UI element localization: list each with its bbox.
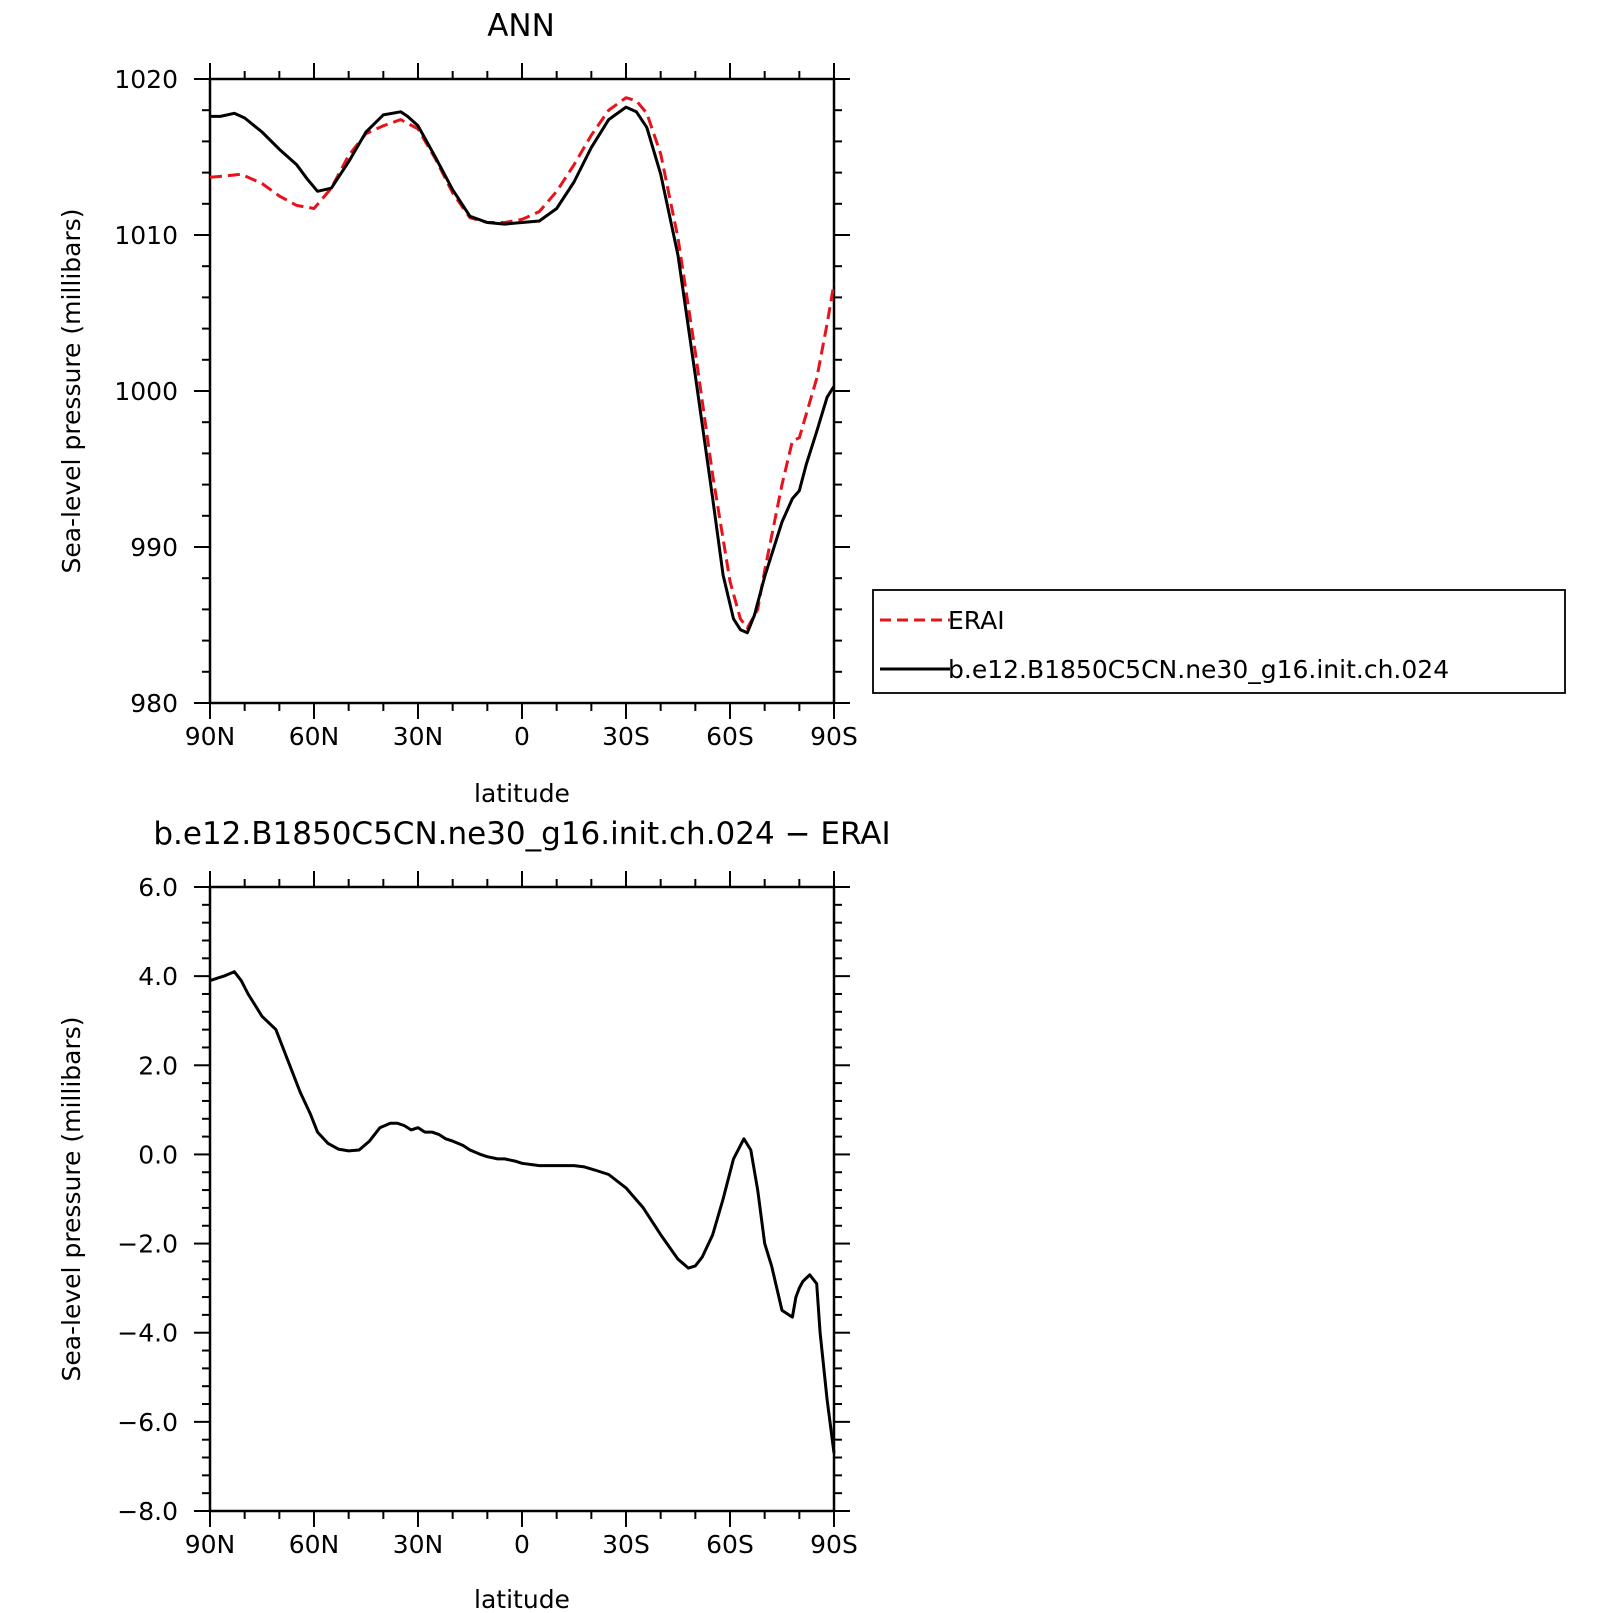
x-tick-label: 60N [289,722,340,751]
x-tick-label: 60N [289,1530,340,1559]
top-y-axis-label: Sea-level pressure (millibars) [57,208,86,573]
top-ticks [194,63,850,719]
legend-label-model: b.e12.B1850C5CN.ne30_g16.init.ch.024 [948,655,1449,684]
y-tick-label: −6.0 [117,1408,178,1437]
bottom-series-lines [209,970,836,1454]
bottom-panel: b.e12.B1850C5CN.ne30_g16.init.ch.024 − E… [57,816,891,1613]
x-tick-label: 60S [706,1530,754,1559]
series-line-difference [209,970,836,1454]
bottom-y-tick-labels: −8.0 −6.0 −4.0 −2.0 0.0 2.0 4.0 6.0 [117,873,178,1526]
y-tick-label: −2.0 [117,1230,178,1259]
bottom-ticks [194,871,850,1527]
top-x-tick-labels: 90N 60N 30N 0 30S 60S 90S [185,722,858,751]
x-tick-label: 30S [602,722,650,751]
x-tick-label: 30N [393,1530,444,1559]
bottom-plot-frame [208,885,836,1513]
y-tick-label: −4.0 [117,1319,178,1348]
y-tick-label: 1010 [114,221,178,250]
bottom-x-axis-label: latitude [474,1585,570,1613]
x-tick-label: 90N [185,1530,236,1559]
y-tick-label: 1020 [114,65,178,94]
series-line-erai [209,96,836,630]
bottom-chart-title: b.e12.B1850C5CN.ne30_g16.init.ch.024 − E… [153,816,890,852]
y-tick-label: 980 [130,689,178,718]
legend-label-erai: ERAI [948,606,1005,635]
y-tick-label: 990 [130,533,178,562]
bottom-x-tick-labels: 90N 60N 30N 0 30S 60S 90S [185,1530,858,1559]
top-y-tick-labels: 980 990 1000 1010 1020 [114,65,178,718]
legend-box [872,589,1566,694]
y-tick-label: 6.0 [138,873,178,902]
series-line-model [210,105,836,635]
x-tick-label: 60S [706,722,754,751]
x-tick-label: 30S [602,1530,650,1559]
x-tick-label: 0 [514,1530,530,1559]
legend: ERAI b.e12.B1850C5CN.ne30_g16.init.ch.02… [872,589,1566,694]
x-tick-label: 90N [185,722,236,751]
y-tick-label: 0.0 [138,1140,178,1169]
y-tick-label: 2.0 [138,1051,178,1080]
top-panel: ANN 90N 60N 30N 0 30S 60S 90S 980 990 1000 1010 10… [57,8,1566,808]
y-tick-label: −8.0 [117,1497,178,1526]
bottom-y-axis-label: Sea-level pressure (millibars) [57,1016,86,1381]
x-tick-label: 90S [810,1530,858,1559]
x-tick-label: 0 [514,722,530,751]
x-tick-label: 90S [810,722,858,751]
top-x-axis-label: latitude [474,779,570,808]
top-chart-title: ANN [487,8,555,44]
x-tick-label: 30N [393,722,444,751]
y-tick-label: 4.0 [138,962,178,991]
top-series-lines [209,96,836,635]
y-tick-label: 1000 [114,377,178,406]
